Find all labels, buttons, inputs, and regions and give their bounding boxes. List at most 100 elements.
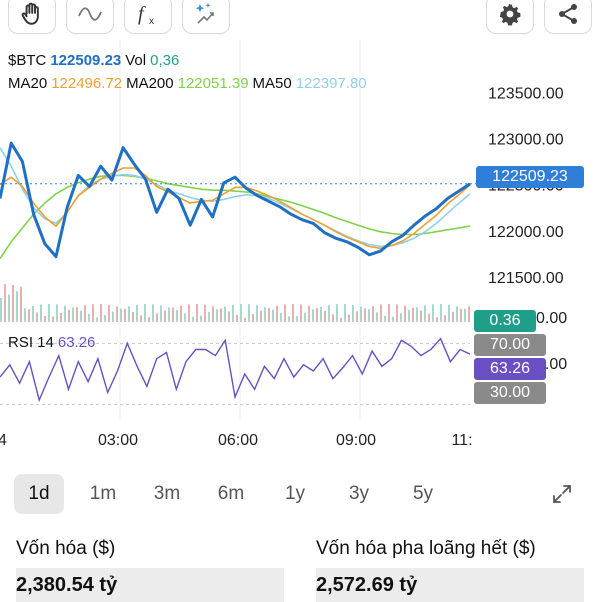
hand-icon[interactable] <box>8 0 56 34</box>
tab-6m[interactable]: 6m <box>217 483 245 504</box>
y-tick-label: 122000.00 <box>488 224 564 241</box>
volume-bar <box>404 305 406 322</box>
volume-bar <box>56 304 58 322</box>
volume-bar <box>32 305 34 322</box>
volume-bar <box>292 304 294 322</box>
x-tick-label: 11: <box>451 432 472 449</box>
rsi-value: 63.26 <box>57 334 96 351</box>
x-tick-label: 03:00 <box>98 432 138 449</box>
volume-bar <box>320 306 322 322</box>
volume-bar <box>280 312 282 322</box>
volume-bar <box>440 304 442 322</box>
volume-bar <box>60 312 62 322</box>
tab-3y[interactable]: 3y <box>348 483 370 504</box>
legend-ma50-label: MA50 <box>252 75 292 92</box>
volume-bar <box>44 315 46 322</box>
volume-bar <box>388 304 390 322</box>
volume-bar <box>232 304 234 322</box>
volume-bar <box>432 304 434 322</box>
volume-bar <box>268 307 270 322</box>
tab-5y[interactable]: 5y <box>412 483 434 504</box>
volume-bar <box>424 305 426 322</box>
volume-bar <box>344 304 346 322</box>
volume-bar <box>316 308 318 322</box>
volume-bar <box>448 304 450 322</box>
volume-bar <box>260 310 262 322</box>
volume-bar <box>208 312 210 322</box>
volume-bar <box>384 315 386 322</box>
legend-row-1: $BTC 122509.23 Vol 0,36 <box>8 52 183 69</box>
volume-bar <box>120 308 122 322</box>
volume-bar <box>204 304 206 322</box>
fdv-value: 2,572.69 tỷ <box>316 568 584 602</box>
volume-bar <box>460 308 462 322</box>
magic-sparkle-icon[interactable] <box>182 0 230 34</box>
series-line-ma200 <box>0 174 471 259</box>
volume-bar <box>436 317 438 322</box>
volume-bar <box>300 304 302 322</box>
legend-symbol: $BTC <box>8 52 47 69</box>
volume-bar <box>116 306 118 322</box>
rsi-legend: RSI 14 63.26 <box>8 334 99 351</box>
tab-1d[interactable]: 1d <box>14 474 64 514</box>
tab-1m[interactable]: 1m <box>89 483 117 504</box>
volume-bar <box>136 304 138 322</box>
rsi-current-tag: 63.26 <box>474 358 546 380</box>
volume-bar <box>180 305 182 322</box>
wave-line-icon[interactable] <box>66 0 114 34</box>
volume-bar <box>168 307 170 322</box>
volume-tag: 0.36 <box>474 310 536 332</box>
volume-bar <box>464 308 466 322</box>
volume-bar <box>348 314 350 322</box>
volume-bar <box>16 291 18 322</box>
volume-bar <box>196 304 198 322</box>
tab-3m[interactable]: 3m <box>153 483 181 504</box>
volume-bar <box>288 316 290 322</box>
volume-bar <box>84 305 86 322</box>
share-icon[interactable] <box>544 0 592 34</box>
volume-bar <box>452 311 454 322</box>
volume-bar <box>276 305 278 322</box>
legend-ma50-value: 122397.80 <box>295 75 367 92</box>
volume-bar <box>376 312 378 322</box>
volume-bar <box>312 309 314 322</box>
volume-bar <box>328 305 330 322</box>
svg-text:f: f <box>138 3 146 25</box>
volume-bar <box>256 305 258 322</box>
expand-icon[interactable] <box>540 474 584 514</box>
legend-row-2: MA20 122496.72 MA200 122051.39 MA50 122397.80 <box>8 75 371 92</box>
series-line-ma20 <box>0 167 471 250</box>
market-cap-value: 2,380.54 tỷ <box>16 568 284 602</box>
volume-bar <box>392 316 394 322</box>
market-cap-label: Vốn hóa ($) <box>16 538 116 559</box>
volume-bar <box>68 309 70 322</box>
legend-price: 122509.23 <box>50 52 122 69</box>
volume-bar <box>228 311 230 322</box>
volume-bar <box>164 310 166 322</box>
volume-bar <box>92 304 94 322</box>
price-chart[interactable]: 123500.00123000.00122500.00122000.001215… <box>0 40 600 460</box>
chart-canvas[interactable]: 123500.00123000.00122500.00122000.001215… <box>0 40 600 460</box>
volume-bar <box>332 314 334 322</box>
market-cap-block: Vốn hóa ($) 2,380.54 tỷ <box>16 538 284 602</box>
volume-bar <box>124 308 126 322</box>
volume-bar <box>284 304 286 322</box>
x-tick-label-partial: 4 <box>0 432 7 449</box>
legend-vol-label: Vol <box>125 52 147 69</box>
volume-bar <box>456 306 458 322</box>
tab-1y[interactable]: 1y <box>284 483 306 504</box>
volume-bar <box>340 317 342 322</box>
volume-bar <box>52 316 54 322</box>
volume-bar <box>192 316 194 322</box>
volume-bar <box>172 307 174 322</box>
volume-axis-label: 0.00 <box>536 310 568 327</box>
volume-bar <box>152 304 154 322</box>
volume-bar <box>324 310 326 322</box>
volume-bar <box>296 316 298 322</box>
legend-vol-value: 0,36 <box>150 52 180 69</box>
gear-icon[interactable] <box>486 0 534 34</box>
volume-bar <box>176 310 178 322</box>
volume-bar <box>160 305 162 322</box>
